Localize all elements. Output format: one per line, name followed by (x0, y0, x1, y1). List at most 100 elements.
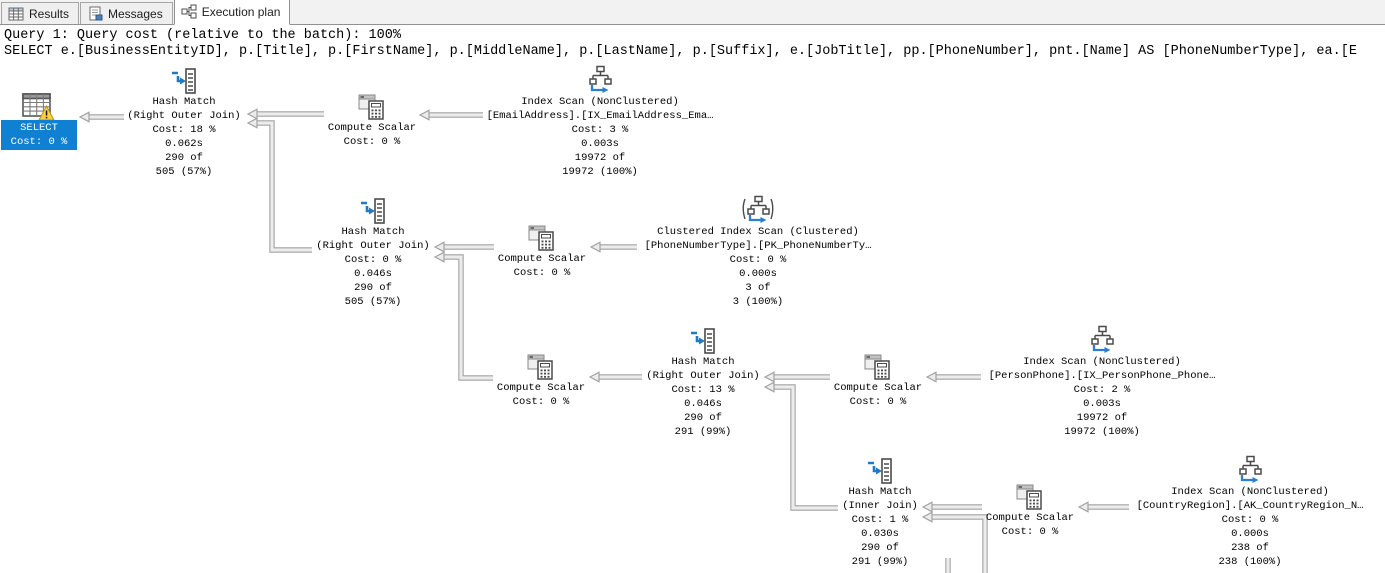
plan-node-index-scan-emailaddress[interactable]: Index Scan (NonClustered) [EmailAddress].… (430, 64, 770, 179)
plan-node-line: (Right Outer Join) (646, 370, 760, 382)
plan-node-line: 505 (57%) (344, 296, 402, 308)
plan-node-index-scan-personphone[interactable]: Index Scan (NonClustered) [PersonPhone].[… (932, 324, 1272, 439)
plan-node-compute-scalar-4[interactable]: Compute Scalar Cost: 0 % (708, 352, 1048, 409)
result-grid-icon (21, 91, 53, 128)
plan-node-line: Hash Match (152, 96, 216, 108)
compute-scalar-icon (371, 352, 711, 381)
clustered-index-scan-icon (588, 195, 928, 225)
plan-edge[interactable] (588, 371, 642, 383)
plan-edge[interactable] (763, 381, 838, 511)
plan-node-line: 238 of (1231, 542, 1269, 554)
plan-node-hash-match-1[interactable]: Hash Match (Right Outer Join) Cost: 18 % 0.… (14, 63, 354, 179)
results-grid-icon (8, 6, 24, 22)
plan-node-line: 290 of (165, 152, 203, 164)
plan-node-line: 0.030s (861, 528, 899, 540)
plan-node-line: Hash Match (848, 486, 912, 498)
plan-node-line: SELECT (20, 122, 58, 134)
plan-node-line: 19972 of (1076, 412, 1128, 424)
tab-results[interactable]: Results (1, 2, 80, 24)
plan-node-compute-scalar-5[interactable]: Compute Scalar Cost: 0 % (860, 481, 1200, 539)
plan-node-line: 19972 (100%) (562, 166, 638, 178)
plan-edge[interactable] (925, 371, 981, 383)
plan-node-index-scan-countryregion[interactable]: Index Scan (NonClustered) [CountryRegion]… (1080, 454, 1385, 569)
plan-node-line: Index Scan (NonClustered) (1023, 356, 1181, 368)
plan-node-line: 291 (99%) (674, 426, 732, 438)
plan-node-line: Hash Match (341, 226, 405, 238)
plan-node-line: Compute Scalar (327, 122, 417, 134)
plan-node-line: Compute Scalar (985, 512, 1075, 524)
plan-node-compute-scalar-1[interactable]: Compute Scalar Cost: 0 % (202, 89, 542, 149)
execution-plan-icon (181, 4, 197, 20)
plan-node-line: 0.046s (684, 398, 722, 410)
plan-edge[interactable] (921, 511, 988, 573)
plan-node-line: 290 of (684, 412, 722, 424)
plan-node-line: Cost: 0 % (1001, 526, 1059, 538)
tab-messages-label: Messages (108, 6, 163, 21)
tab-messages[interactable]: Messages (80, 2, 173, 24)
plan-edge[interactable] (589, 241, 637, 253)
plan-node-line: 290 of (354, 282, 392, 294)
results-pane-tabbar: Results Messages Execution plan (0, 0, 1385, 25)
plan-node-line: Index Scan (NonClustered) (521, 96, 679, 108)
tab-execution-plan[interactable]: Execution plan (173, 0, 291, 25)
index-scan-icon (430, 64, 770, 95)
plan-node-line: Cost: 0 % (343, 136, 401, 148)
plan-node-line: Compute Scalar (833, 382, 923, 394)
plan-node-line: 290 of (861, 542, 899, 554)
plan-node-line: Hash Match (671, 356, 735, 368)
plan-node-hash-match-2[interactable]: Hash Match (Right Outer Join) Cost: 0 % 0.0… (203, 195, 543, 309)
plan-edge[interactable] (433, 251, 493, 381)
plan-edge[interactable] (1077, 501, 1129, 513)
plan-edge[interactable] (246, 117, 312, 253)
plan-node-line: Cost: 0 % (344, 254, 402, 266)
plan-node-line: 0.000s (739, 268, 777, 280)
plan-node-line: Cost: 3 % (571, 124, 629, 136)
plan-node-line: [CountryRegion].[AK_CountryRegion_N… (1136, 500, 1364, 512)
plan-node-line: [EmailAddress].[IX_EmailAddress_Ema… (486, 110, 714, 122)
index-scan-icon (1080, 454, 1385, 485)
plan-node-line: Cost: 0 % (729, 254, 787, 266)
plan-edge[interactable] (246, 108, 324, 120)
plan-node-line: Compute Scalar (497, 253, 587, 265)
plan-node-line: 0.046s (354, 268, 392, 280)
hash-match-icon (710, 455, 1050, 485)
plan-edges-layer (78, 108, 1129, 573)
plan-node-line: Cost: 0 % (513, 267, 571, 279)
messages-icon (87, 6, 103, 22)
plan-node-hash-match-3[interactable]: Hash Match (Right Outer Join) Cost: 13 % 0.… (533, 325, 873, 439)
plan-node-clustered-index-scan-phonenumbertype[interactable]: Clustered Index Scan (Clustered) [PhoneNu… (588, 195, 928, 309)
plan-edge[interactable] (921, 501, 982, 513)
plan-node-line: 0.003s (1083, 398, 1121, 410)
plan-node-line: 0.062s (165, 138, 203, 150)
plan-node-line: 19972 of (574, 152, 626, 164)
plan-node-hash-match-4[interactable]: Hash Match (Inner Join) Cost: 1 % 0.030s 290… (710, 455, 1050, 569)
plan-node-line: 0.000s (1231, 528, 1269, 540)
plan-node-line: Compute Scalar (496, 382, 586, 394)
query-header: Query 1: Query cost (relative to the bat… (0, 25, 1385, 60)
plan-edge[interactable] (78, 111, 124, 123)
query-sql-line: SELECT e.[BusinessEntityID], p.[Title], … (4, 44, 1357, 59)
plan-node-line: Cost: 0 % (1221, 514, 1279, 526)
plan-node-compute-scalar-3[interactable]: Compute Scalar Cost: 0 % (371, 352, 711, 409)
compute-scalar-icon (860, 481, 1200, 511)
plan-node-line: Clustered Index Scan (Clustered) (657, 226, 859, 238)
plan-node-line: (Right Outer Join) (316, 240, 430, 252)
select-cost-box: SELECT Cost: 0 % (1, 120, 77, 150)
plan-edge[interactable] (418, 109, 483, 121)
plan-edge[interactable] (763, 371, 830, 383)
compute-scalar-icon (372, 223, 712, 252)
plan-node-line: [PersonPhone].[IX_PersonPhone_Phone… (988, 370, 1216, 382)
plan-node-line: Cost: 1 % (851, 514, 909, 526)
plan-node-line: 0.003s (581, 138, 619, 150)
plan-edge[interactable] (433, 241, 494, 253)
tab-results-label: Results (29, 6, 70, 21)
plan-node-line: 19972 (100%) (1064, 426, 1140, 438)
compute-scalar-icon (202, 89, 542, 121)
query-cost-line: Query 1: Query cost (relative to the bat… (4, 28, 401, 43)
execution-plan-canvas[interactable]: SELECT Cost: 0 % Hash Match (Right Outer Jo… (0, 60, 1385, 573)
plan-node-line: Cost: 0 % (512, 396, 570, 408)
compute-scalar-icon (708, 352, 1048, 381)
plan-node-compute-scalar-2[interactable]: Compute Scalar Cost: 0 % (372, 223, 712, 280)
plan-node-line: 291 (99%) (851, 556, 909, 568)
plan-node-line: Cost: 13 % (671, 384, 735, 396)
